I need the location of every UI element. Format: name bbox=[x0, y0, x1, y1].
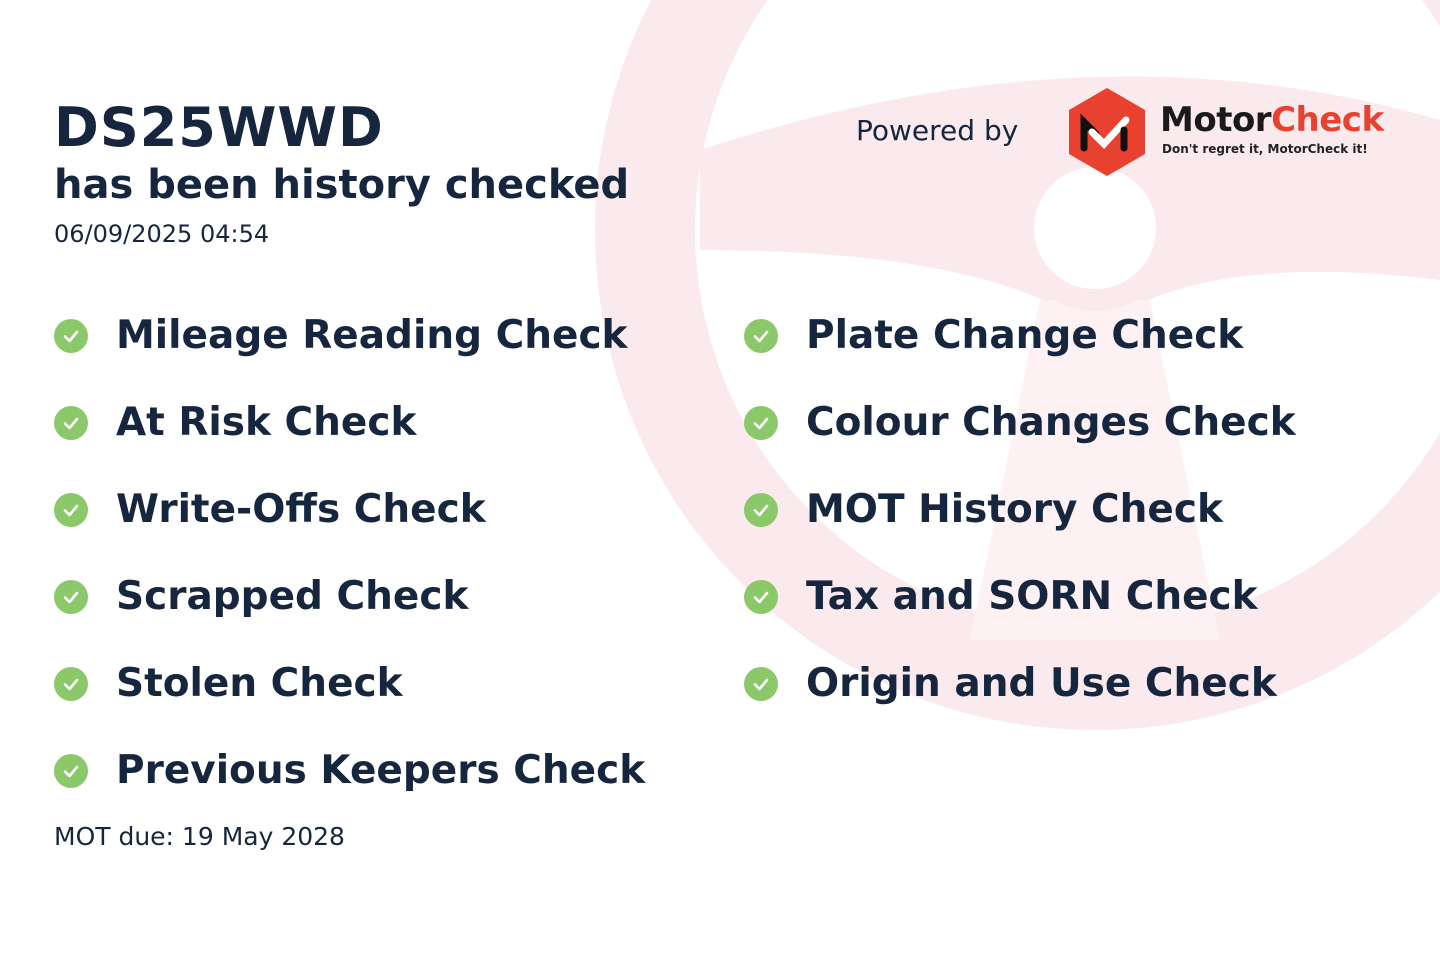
check-label: Stolen Check bbox=[116, 661, 403, 706]
check-label: Previous Keepers Check bbox=[116, 748, 646, 793]
check-label: Plate Change Check bbox=[806, 313, 1244, 358]
brand-part1: Motor bbox=[1160, 100, 1272, 140]
brand-part2: Check bbox=[1271, 100, 1384, 140]
brand-tagline: Don't regret it, MotorCheck it! bbox=[1162, 142, 1368, 156]
check-circle-icon bbox=[54, 492, 88, 527]
check-label: Scrapped Check bbox=[116, 574, 469, 619]
check-label: Mileage Reading Check bbox=[116, 313, 628, 358]
checks-right-list: Plate Change Check Colour Changes Check MO… bbox=[744, 292, 1296, 727]
motorcheck-logo-icon bbox=[1069, 88, 1145, 176]
check-circle-icon bbox=[54, 666, 88, 701]
check-circle-icon bbox=[54, 405, 88, 440]
check-circle-icon bbox=[744, 492, 778, 527]
check-item: Plate Change Check bbox=[744, 292, 1296, 379]
check-item: Scrapped Check bbox=[54, 553, 645, 640]
mot-due: MOT due: 19 May 2028 bbox=[54, 822, 345, 851]
check-item: Write-Offs Check bbox=[54, 466, 645, 553]
check-label: MOT History Check bbox=[806, 487, 1223, 532]
check-label: Colour Changes Check bbox=[806, 400, 1296, 445]
brand-name: MotorCheck bbox=[1160, 100, 1384, 140]
check-item: Tax and SORN Check bbox=[744, 553, 1296, 640]
check-item: Colour Changes Check bbox=[744, 379, 1296, 466]
checks-left-list: Mileage Reading Check At Risk Check Write-… bbox=[54, 292, 645, 814]
check-label: Origin and Use Check bbox=[806, 661, 1277, 706]
check-circle-icon bbox=[744, 318, 778, 353]
check-item: MOT History Check bbox=[744, 466, 1296, 553]
check-label: At Risk Check bbox=[116, 400, 417, 445]
check-circle-icon bbox=[744, 405, 778, 440]
check-item: Origin and Use Check bbox=[744, 640, 1296, 727]
check-item: Stolen Check bbox=[54, 640, 645, 727]
check-item: Previous Keepers Check bbox=[54, 727, 645, 814]
check-item: At Risk Check bbox=[54, 379, 645, 466]
check-item: Mileage Reading Check bbox=[54, 292, 645, 379]
check-circle-icon bbox=[54, 753, 88, 788]
check-label: Tax and SORN Check bbox=[806, 574, 1258, 619]
check-circle-icon bbox=[54, 579, 88, 614]
check-circle-icon bbox=[54, 318, 88, 353]
subtitle: has been history checked bbox=[54, 162, 630, 208]
check-circle-icon bbox=[744, 579, 778, 614]
check-datetime: 06/09/2025 04:54 bbox=[54, 220, 270, 248]
check-label: Write-Offs Check bbox=[116, 487, 486, 532]
registration-number: DS25WWD bbox=[54, 96, 384, 159]
check-circle-icon bbox=[744, 666, 778, 701]
powered-by-label: Powered by bbox=[856, 114, 1019, 147]
